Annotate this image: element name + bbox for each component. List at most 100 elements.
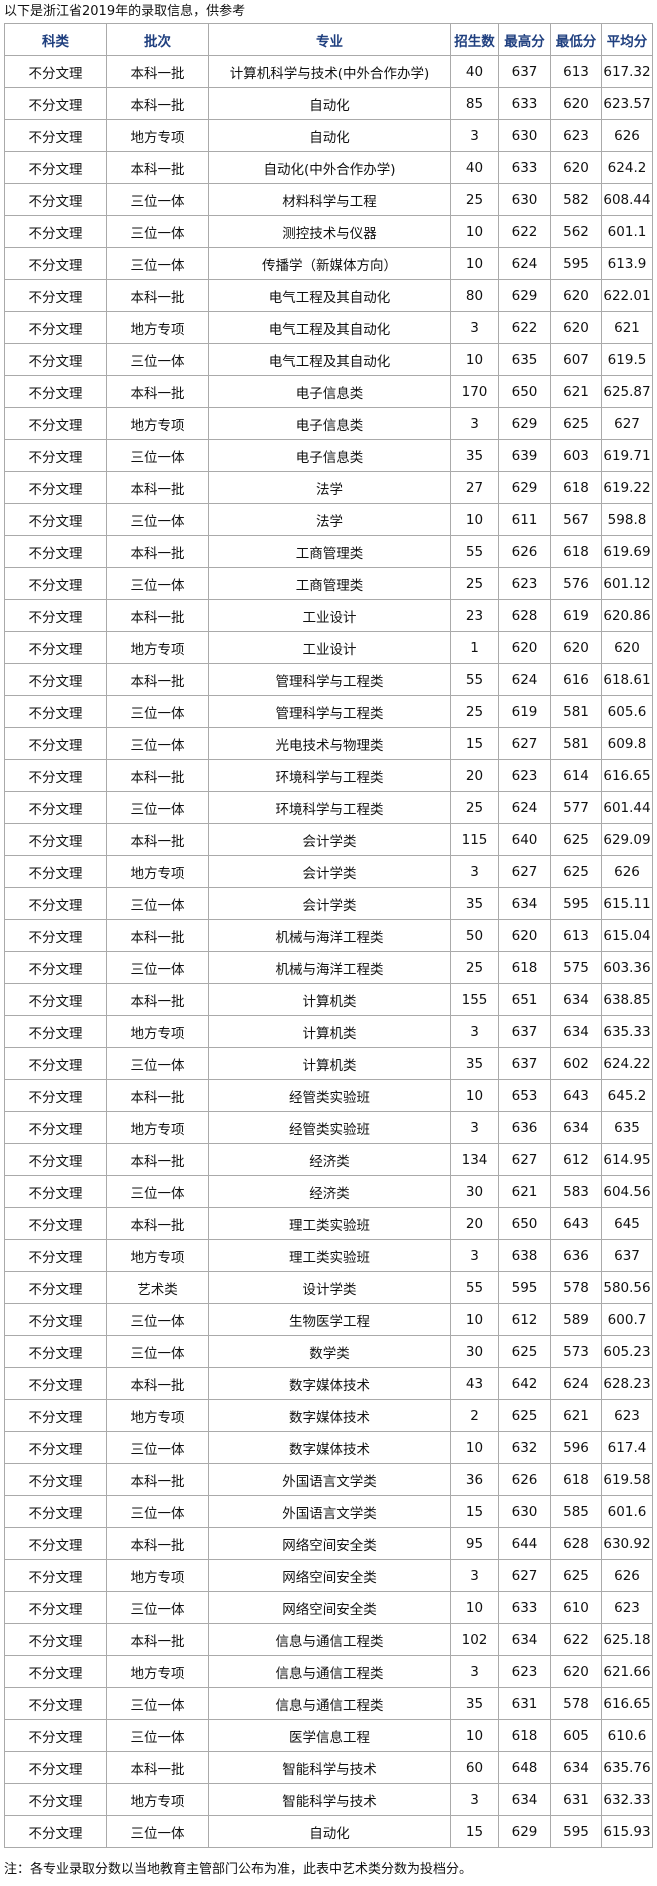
cell-min-score: 613: [550, 55, 602, 88]
cell-batch: 本科一批: [106, 471, 209, 504]
cell-max-score: 644: [498, 1527, 551, 1560]
cell-min-score: 607: [550, 343, 602, 376]
cell-batch: 本科一批: [106, 663, 209, 696]
cell-min-score: 643: [550, 1079, 602, 1112]
cell-category: 不分文理: [4, 695, 107, 728]
cell-min-score: 634: [550, 983, 602, 1016]
cell-major: 经管类实验班: [208, 1111, 451, 1144]
cell-max-score: 612: [498, 1303, 551, 1336]
table-row: 不分文理 三位一体 环境科学与工程类 25 624 577 601.44: [4, 791, 653, 824]
cell-major: 计算机科学与技术(中外合作办学): [208, 55, 451, 88]
cell-major: 工业设计: [208, 631, 451, 664]
cell-major: 数字媒体技术: [208, 1399, 451, 1432]
cell-major: 经济类: [208, 1143, 451, 1176]
cell-batch: 三位一体: [106, 951, 209, 984]
cell-enrollment: 10: [450, 215, 499, 248]
table-row: 不分文理 本科一批 理工类实验班 20 650 643 645: [4, 1207, 653, 1240]
cell-avg-score: 627: [601, 407, 653, 440]
cell-category: 不分文理: [4, 439, 107, 472]
admission-table: 科类 批次 专业 招生数 最高分 最低分 平均分 不分文理 本科一批 计算机科学与技术(中外合作…: [4, 23, 653, 1848]
cell-max-score: 630: [498, 183, 551, 216]
cell-min-score: 577: [550, 791, 602, 824]
table-row: 不分文理 本科一批 工商管理类 55 626 618 619.69: [4, 535, 653, 568]
table-row: 不分文理 地方专项 自动化 3 630 623 626: [4, 119, 653, 152]
cell-min-score: 620: [550, 87, 602, 120]
table-row: 不分文理 地方专项 工业设计 1 620 620 620: [4, 631, 653, 664]
cell-major: 光电技术与物理类: [208, 727, 451, 760]
cell-enrollment: 35: [450, 1047, 499, 1080]
cell-max-score: 622: [498, 215, 551, 248]
cell-batch: 地方专项: [106, 1783, 209, 1816]
table-row: 不分文理 本科一批 智能科学与技术 60 648 634 635.76: [4, 1751, 653, 1784]
cell-avg-score: 625.18: [601, 1623, 653, 1656]
cell-enrollment: 10: [450, 1431, 499, 1464]
cell-category: 不分文理: [4, 759, 107, 792]
cell-major: 自动化: [208, 87, 451, 120]
cell-batch: 本科一批: [106, 983, 209, 1016]
cell-max-score: 636: [498, 1111, 551, 1144]
cell-major: 管理科学与工程类: [208, 695, 451, 728]
cell-major: 电子信息类: [208, 407, 451, 440]
cell-batch: 本科一批: [106, 87, 209, 120]
cell-enrollment: 35: [450, 439, 499, 472]
table-row: 不分文理 本科一批 经济类 134 627 612 614.95: [4, 1143, 653, 1176]
cell-avg-score: 604.56: [601, 1175, 653, 1208]
cell-major: 自动化: [208, 1815, 451, 1848]
cell-major: 网络空间安全类: [208, 1527, 451, 1560]
table-row: 不分文理 本科一批 电子信息类 170 650 621 625.87: [4, 375, 653, 408]
cell-max-score: 626: [498, 535, 551, 568]
cell-major: 电子信息类: [208, 375, 451, 408]
table-row: 不分文理 三位一体 光电技术与物理类 15 627 581 609.8: [4, 727, 653, 760]
table-row: 不分文理 本科一批 自动化(中外合作办学) 40 633 620 624.2: [4, 151, 653, 184]
cell-enrollment: 50: [450, 919, 499, 952]
cell-category: 不分文理: [4, 1719, 107, 1752]
cell-min-score: 616: [550, 663, 602, 696]
cell-avg-score: 609.8: [601, 727, 653, 760]
cell-max-score: 618: [498, 951, 551, 984]
cell-avg-score: 618.61: [601, 663, 653, 696]
cell-category: 不分文理: [4, 1367, 107, 1400]
cell-enrollment: 25: [450, 567, 499, 600]
cell-batch: 三位一体: [106, 1687, 209, 1720]
cell-enrollment: 134: [450, 1143, 499, 1176]
cell-avg-score: 613.9: [601, 247, 653, 280]
cell-category: 不分文理: [4, 983, 107, 1016]
cell-category: 不分文理: [4, 1111, 107, 1144]
cell-min-score: 620: [550, 279, 602, 312]
cell-major: 数字媒体技术: [208, 1431, 451, 1464]
cell-avg-score: 621: [601, 311, 653, 344]
cell-enrollment: 3: [450, 1559, 499, 1592]
cell-enrollment: 25: [450, 951, 499, 984]
cell-max-score: 639: [498, 439, 551, 472]
cell-avg-score: 601.12: [601, 567, 653, 600]
table-row: 不分文理 地方专项 会计学类 3 627 625 626: [4, 855, 653, 888]
cell-batch: 三位一体: [106, 1431, 209, 1464]
cell-avg-score: 619.69: [601, 535, 653, 568]
cell-category: 不分文理: [4, 663, 107, 696]
header-batch: 批次: [106, 23, 209, 56]
cell-category: 不分文理: [4, 55, 107, 88]
cell-category: 不分文理: [4, 919, 107, 952]
cell-major: 网络空间安全类: [208, 1559, 451, 1592]
cell-max-score: 619: [498, 695, 551, 728]
cell-category: 不分文理: [4, 1399, 107, 1432]
cell-min-score: 625: [550, 1559, 602, 1592]
cell-major: 自动化: [208, 119, 451, 152]
cell-enrollment: 25: [450, 695, 499, 728]
cell-category: 不分文理: [4, 1559, 107, 1592]
cell-avg-score: 645.2: [601, 1079, 653, 1112]
cell-avg-score: 623: [601, 1399, 653, 1432]
cell-enrollment: 27: [450, 471, 499, 504]
cell-major: 计算机类: [208, 1047, 451, 1080]
table-row: 不分文理 本科一批 管理科学与工程类 55 624 616 618.61: [4, 663, 653, 696]
cell-enrollment: 10: [450, 343, 499, 376]
cell-major: 外国语言文学类: [208, 1495, 451, 1528]
table-row: 不分文理 本科一批 计算机类 155 651 634 638.85: [4, 983, 653, 1016]
cell-max-score: 629: [498, 471, 551, 504]
cell-major: 管理科学与工程类: [208, 663, 451, 696]
table-row: 不分文理 三位一体 材料科学与工程 25 630 582 608.44: [4, 183, 653, 216]
header-avg-score: 平均分: [601, 23, 653, 56]
cell-batch: 三位一体: [106, 1335, 209, 1368]
cell-avg-score: 617.32: [601, 55, 653, 88]
cell-min-score: 621: [550, 375, 602, 408]
